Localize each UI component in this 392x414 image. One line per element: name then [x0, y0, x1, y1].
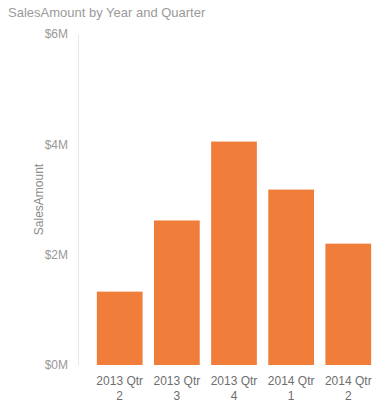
x-tick: 2013 Qtr4 — [211, 365, 258, 403]
x-tick: 2014 Qtr2 — [325, 365, 372, 403]
x-tick-label: 2013 Qtr2 — [96, 374, 143, 403]
bar — [325, 244, 371, 365]
bar — [154, 220, 200, 365]
bar — [97, 292, 143, 365]
x-tick-label: 2013 Qtr4 — [211, 374, 258, 403]
x-tick-label-line: 2013 Qtr — [211, 374, 258, 388]
x-tick: 2013 Qtr3 — [154, 365, 201, 403]
x-tick-label-line: 2013 Qtr — [96, 374, 143, 388]
bars — [97, 142, 371, 365]
title: SalesAmount by Year and Quarter — [8, 5, 206, 20]
x-tick-label-line: 2013 Qtr — [154, 374, 201, 388]
y-tick: $2M — [45, 248, 78, 262]
x-tick-label: 2013 Qtr3 — [154, 374, 201, 403]
chart: SalesAmount by Year and Quarter $0M $2M $4M… — [0, 0, 392, 414]
x-tick-label-line: 3 — [174, 389, 181, 403]
y-tick-label: $0M — [45, 358, 68, 372]
y-axis-title: SalesAmount — [32, 163, 46, 235]
x-tick-label-line: 2 — [116, 389, 123, 403]
x-tick-label: 2014 Qtr2 — [325, 374, 372, 403]
y-axis-line — [78, 35, 79, 366]
y-axis: $0M $2M $4M $6M — [45, 27, 79, 372]
x-tick-label-line: 2014 Qtr — [268, 374, 315, 388]
bar — [268, 190, 314, 365]
y-tick: $6M — [45, 27, 78, 41]
y-tick: $0M — [45, 358, 78, 372]
y-tick-label: $4M — [45, 138, 68, 152]
x-tick-label-line: 2 — [345, 389, 352, 403]
y-tick-label: $2M — [45, 248, 68, 262]
y-tick-label: $6M — [45, 27, 68, 41]
x-tick-label: 2014 Qtr1 — [268, 374, 315, 403]
x-tick-label-line: 1 — [288, 389, 295, 403]
bar — [211, 142, 257, 365]
x-tick-label-line: 2014 Qtr — [325, 374, 372, 388]
x-tick: 2013 Qtr2 — [96, 365, 143, 403]
y-tick: $4M — [45, 138, 78, 152]
x-axis: 2013 Qtr22013 Qtr32013 Qtr42014 Qtr12014… — [96, 365, 371, 403]
x-tick: 2014 Qtr1 — [268, 365, 315, 403]
x-tick-label-line: 4 — [231, 389, 238, 403]
